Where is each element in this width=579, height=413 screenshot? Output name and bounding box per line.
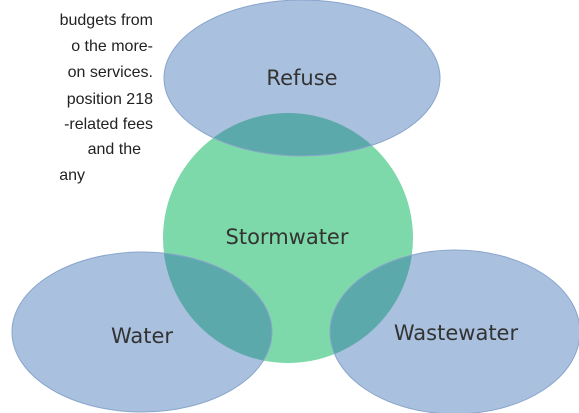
water-ellipse bbox=[11, 251, 273, 413]
text-line: position 218 bbox=[66, 91, 153, 108]
node-label: Water bbox=[111, 324, 173, 348]
text-line: on services. bbox=[67, 64, 153, 81]
text-line: o the more- bbox=[71, 38, 153, 55]
stormwater-circle bbox=[163, 113, 413, 363]
node-label: Refuse bbox=[266, 66, 337, 90]
refuse-ellipse bbox=[163, 0, 441, 157]
node-label: Wastewater bbox=[394, 321, 519, 345]
wastewater-ellipse bbox=[329, 249, 579, 413]
text-line: -related fees bbox=[64, 116, 153, 133]
node-label: Stormwater bbox=[226, 225, 349, 249]
text-line: and the bbox=[87, 141, 141, 158]
text-line: budgets from bbox=[59, 12, 153, 29]
text-line: any bbox=[59, 167, 85, 184]
